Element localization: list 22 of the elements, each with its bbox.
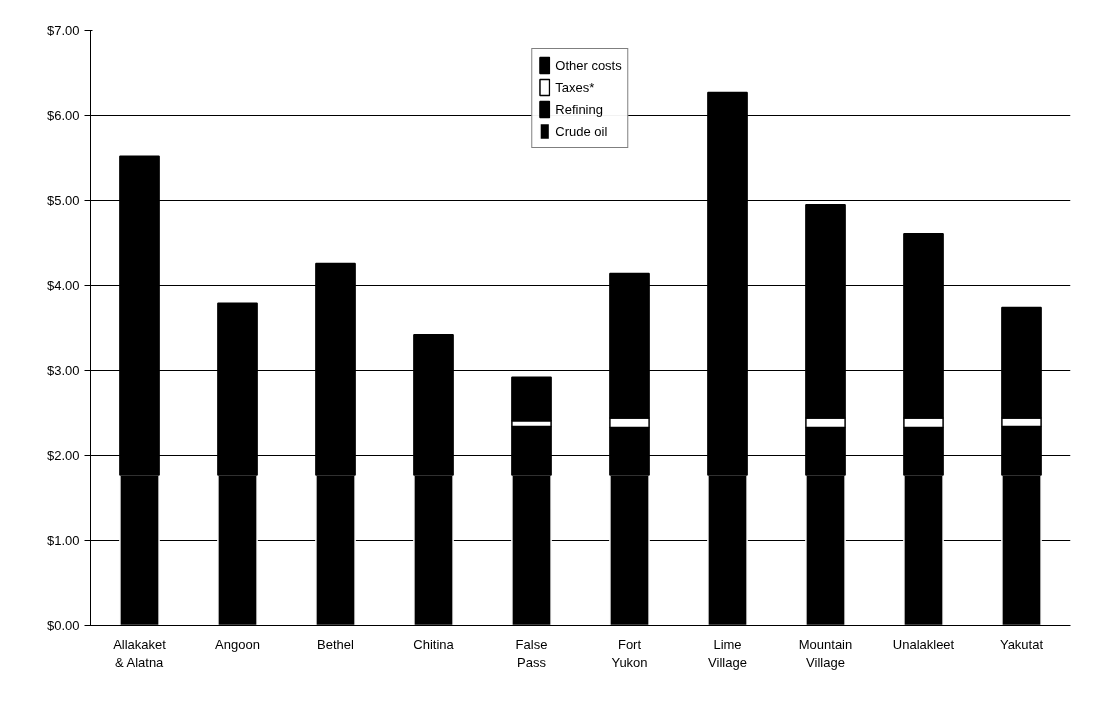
legend-label: Other costs xyxy=(555,57,622,73)
x-tick-label: Bethel xyxy=(317,636,355,652)
x-tick-label: Unalakleet xyxy=(892,636,955,652)
y-tick-label: $5.00 xyxy=(46,193,80,208)
y-tick-label: $7.00 xyxy=(46,23,80,38)
y-tick-label: $6.00 xyxy=(46,108,80,123)
x-tick-label: Chitina xyxy=(413,636,455,652)
x-tick-label: Angoon xyxy=(215,636,260,652)
y-tick-label: $0.00 xyxy=(46,618,80,633)
x-tick-label: Yakutat xyxy=(999,636,1044,652)
x-tick-label: Fort Yukon xyxy=(611,636,648,670)
legend-label: Refining xyxy=(555,101,603,117)
y-tick-label: $3.00 xyxy=(46,363,80,378)
x-tick-label: Allakaket & Alatna xyxy=(113,636,167,670)
x-tick-label: Lime Village xyxy=(708,636,747,670)
legend-label: Crude oil xyxy=(555,123,608,139)
x-tick-label: Mountain Village xyxy=(798,636,853,670)
y-tick-label: $1.00 xyxy=(46,533,80,548)
x-tick-label: False Pass xyxy=(515,636,548,670)
y-tick-label: $4.00 xyxy=(46,278,80,293)
y-tick-label: $2.00 xyxy=(46,448,80,463)
legend-label: Taxes* xyxy=(555,79,595,95)
